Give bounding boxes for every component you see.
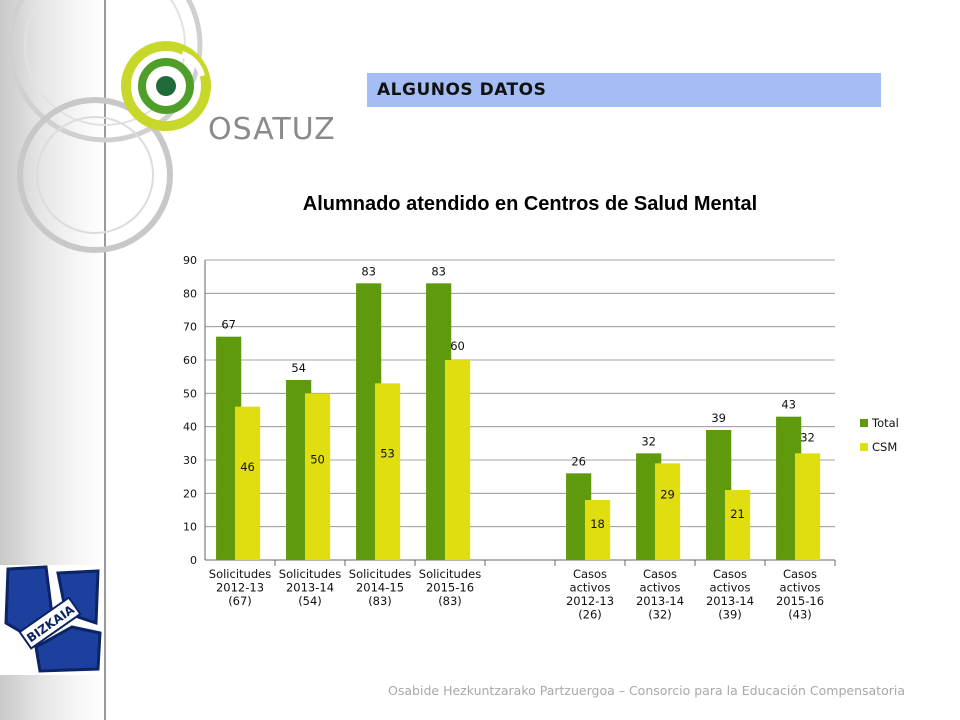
data-label-total: 32	[641, 434, 656, 448]
section-header: ALGUNOS DATOS	[367, 73, 881, 107]
x-category-label: activos	[780, 581, 821, 595]
x-category-label: activos	[640, 581, 681, 595]
x-category-label: Solicitudes	[349, 567, 411, 581]
x-category-label: Solicitudes	[209, 567, 271, 581]
bar-csm	[444, 360, 471, 560]
x-category-label: (26)	[578, 608, 602, 622]
x-category-label: (83)	[438, 594, 462, 608]
data-label-total: 43	[781, 398, 796, 412]
x-category-label: Casos	[713, 567, 747, 581]
data-label-total: 83	[361, 264, 376, 278]
footer-text: Osabide Hezkuntzarako Partzuergoa – Cons…	[388, 683, 905, 698]
bar-csm	[794, 453, 821, 560]
x-category-label: 2012-13	[216, 581, 264, 595]
data-label-csm: 46	[240, 460, 255, 474]
y-tick-label: 0	[190, 554, 197, 567]
x-category-label: Solicitudes	[419, 567, 481, 581]
data-label-total: 26	[571, 454, 586, 468]
bizkaia-logo: BIZKAIA	[0, 565, 102, 675]
x-category-label: 2013-14	[636, 594, 684, 608]
x-category-label: 2013-14	[706, 594, 754, 608]
x-category-label: Casos	[783, 567, 817, 581]
x-category-label: activos	[710, 581, 751, 595]
y-tick-label: 80	[183, 287, 197, 300]
x-category-label: (54)	[298, 594, 322, 608]
bar-csm	[234, 406, 261, 560]
osatuz-logo-text: OSATUZ	[208, 112, 336, 147]
data-label-total: 54	[291, 361, 306, 375]
x-category-label: (67)	[228, 594, 252, 608]
y-tick-label: 60	[183, 354, 197, 367]
y-tick-label: 40	[183, 421, 197, 434]
x-category-label: 2013-14	[286, 581, 334, 595]
y-tick-label: 50	[183, 387, 197, 400]
legend-swatch	[860, 443, 868, 451]
data-label-csm: 50	[310, 452, 325, 466]
x-category-label: Casos	[643, 567, 677, 581]
y-tick-label: 10	[183, 521, 197, 534]
x-category-label: (32)	[648, 608, 672, 622]
y-tick-label: 90	[183, 254, 197, 267]
x-category-label: (43)	[788, 608, 812, 622]
left-band-divider	[104, 0, 106, 720]
y-tick-label: 30	[183, 454, 197, 467]
data-label-csm: 18	[590, 517, 605, 531]
data-label-csm: 21	[730, 507, 745, 521]
x-category-label: Casos	[573, 567, 607, 581]
bar-chart: 0102030405060708090Solicitudes2012-13(67…	[183, 254, 899, 622]
y-tick-label: 70	[183, 321, 197, 334]
x-category-label: Solicitudes	[279, 567, 341, 581]
x-category-label: 2015-16	[426, 581, 474, 595]
bar-csm	[374, 383, 401, 560]
data-label-csm: 29	[660, 487, 675, 501]
data-label-total: 83	[431, 264, 446, 278]
legend-label: Total	[871, 416, 899, 430]
x-category-label: 2014-15	[356, 581, 404, 595]
legend-label: CSM	[872, 440, 897, 454]
data-label-total: 39	[711, 411, 726, 425]
y-tick-label: 20	[183, 487, 197, 500]
osatuz-logo: OSATUZ	[120, 40, 335, 150]
bar-csm	[724, 490, 751, 560]
data-label-csm: 53	[380, 447, 395, 461]
legend-swatch	[860, 419, 868, 427]
data-label-csm: 32	[800, 430, 815, 444]
bar-csm	[654, 463, 681, 560]
x-category-label: 2015-16	[776, 594, 824, 608]
osatuz-logo-icon	[121, 41, 211, 131]
chart-title: Alumnado atendido en Centros de Salud Me…	[302, 193, 758, 215]
x-category-label: activos	[570, 581, 611, 595]
bar-csm	[584, 500, 611, 560]
data-label-csm: 60	[450, 339, 465, 353]
x-category-label: (83)	[368, 594, 392, 608]
decorative-circles	[7, 0, 203, 253]
x-category-label: (39)	[718, 608, 742, 622]
bar-csm	[304, 393, 331, 560]
x-category-label: 2012-13	[566, 594, 614, 608]
data-label-total: 67	[221, 318, 236, 332]
